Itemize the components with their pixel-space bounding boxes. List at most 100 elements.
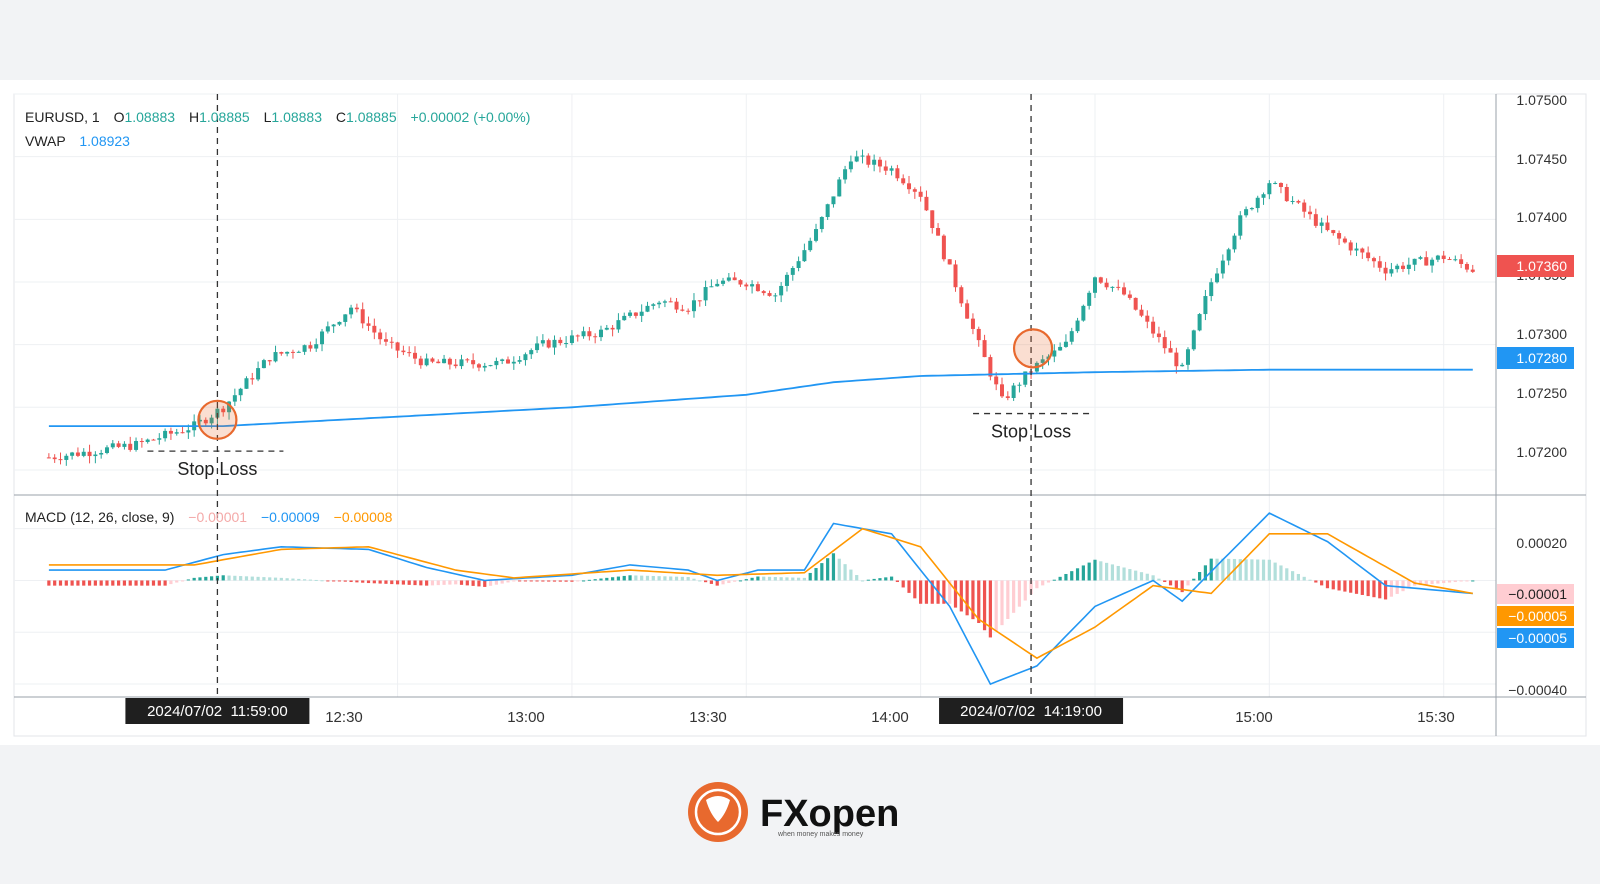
candle-body (976, 328, 981, 341)
candle-body (901, 178, 906, 184)
macd-tick-1: 0.00020 (1516, 535, 1567, 551)
macd-tick-2: −0.00040 (1508, 682, 1567, 698)
candle-body (994, 376, 999, 385)
candle-body (465, 359, 470, 361)
histogram-bar (1017, 580, 1022, 607)
histogram-bar (901, 580, 905, 588)
histogram-bar (500, 580, 504, 584)
candle-body (1255, 197, 1260, 209)
histogram-bar (1116, 565, 1120, 581)
candle-body (1319, 222, 1324, 226)
histogram-bar (1145, 573, 1149, 581)
histogram-bar (378, 580, 382, 584)
histogram-bar (1360, 580, 1364, 595)
histogram-bar (1383, 580, 1388, 600)
histogram-bar (680, 576, 684, 581)
candle-body (784, 274, 789, 286)
histogram-bar (640, 575, 644, 581)
candle-body (197, 419, 202, 422)
entry1-time-text: 2024/07/02 11:59:00 (147, 703, 288, 720)
candle-body (680, 309, 685, 311)
histogram-bar (1035, 580, 1039, 589)
histogram-bar (244, 576, 249, 581)
vwap-line (48, 368, 1473, 427)
candle-body (64, 455, 69, 460)
candle-body (587, 331, 592, 337)
candle-body (628, 312, 633, 316)
candle-body (1191, 330, 1196, 350)
macd-line-badge (1497, 628, 1574, 648)
candle-body (81, 451, 86, 456)
candle-body (1081, 305, 1086, 321)
candle-body (703, 287, 708, 301)
histogram-bar (552, 580, 557, 582)
histogram-bar (1372, 580, 1376, 598)
candle-body (436, 361, 441, 364)
histogram-bar (134, 580, 138, 586)
candle-body (581, 331, 586, 337)
histogram-bar (262, 577, 266, 581)
candle-body (773, 295, 778, 297)
candle-body (279, 352, 284, 354)
candle-body (1435, 255, 1440, 260)
histogram-bar (959, 580, 963, 612)
candle-body (1092, 277, 1097, 293)
histogram-bar (157, 580, 161, 586)
candle-body (343, 314, 348, 322)
candle-body (604, 327, 609, 330)
histogram-bar (1296, 573, 1300, 581)
vwap-legend: VWAP 1.08923 (25, 133, 130, 149)
candle-body (383, 339, 388, 342)
candle-body (883, 166, 888, 171)
histogram-bar (337, 580, 342, 582)
histogram-bar (738, 580, 743, 582)
histogram-bar (361, 580, 365, 583)
candle-body (860, 155, 865, 157)
stop-loss-label-2: Stop Loss (991, 422, 1071, 442)
candle-body (1069, 331, 1074, 342)
candle-body (1249, 208, 1254, 210)
candle-body (529, 350, 534, 355)
candle-body (407, 352, 412, 354)
histogram-bar (256, 576, 260, 581)
candle-body (1278, 182, 1283, 188)
candle-body (116, 443, 121, 447)
candle-body (1052, 350, 1057, 357)
candle-body (1168, 348, 1173, 353)
histogram-bar (1093, 559, 1097, 581)
candle-body (953, 264, 958, 288)
histogram-bar (366, 580, 371, 584)
candle-body (476, 364, 481, 368)
histogram-bar (605, 577, 609, 581)
histogram-bar (99, 580, 103, 586)
macd-hist-badge (1497, 584, 1574, 604)
candle-body (546, 340, 551, 348)
candle-body (895, 168, 900, 179)
candle-body (721, 280, 726, 284)
histogram-bar (611, 577, 615, 581)
histogram-bar (599, 578, 603, 581)
candle-body (1023, 371, 1028, 385)
candle-body (186, 430, 191, 433)
price-tick-2: 1.07450 (1516, 151, 1567, 167)
candle-body (227, 401, 232, 413)
candle-body (843, 169, 848, 180)
histogram-bar (1465, 580, 1469, 582)
histogram-bar (884, 577, 888, 581)
macd-histogram (47, 553, 1475, 638)
candle-body (1162, 337, 1167, 349)
candle-body (1383, 267, 1388, 274)
candle-body (1313, 214, 1318, 226)
histogram-bar (1250, 559, 1254, 581)
histogram-bar (1407, 580, 1411, 589)
histogram-bar (651, 575, 655, 581)
histogram-bar (192, 577, 196, 581)
candle-body (1371, 258, 1376, 262)
histogram-bar (721, 580, 725, 585)
histogram-bar (93, 580, 97, 586)
candle-body (209, 417, 214, 424)
candle-body (99, 453, 104, 455)
candle-body (366, 323, 371, 326)
histogram-bar (151, 580, 156, 586)
candle-body (500, 359, 505, 362)
